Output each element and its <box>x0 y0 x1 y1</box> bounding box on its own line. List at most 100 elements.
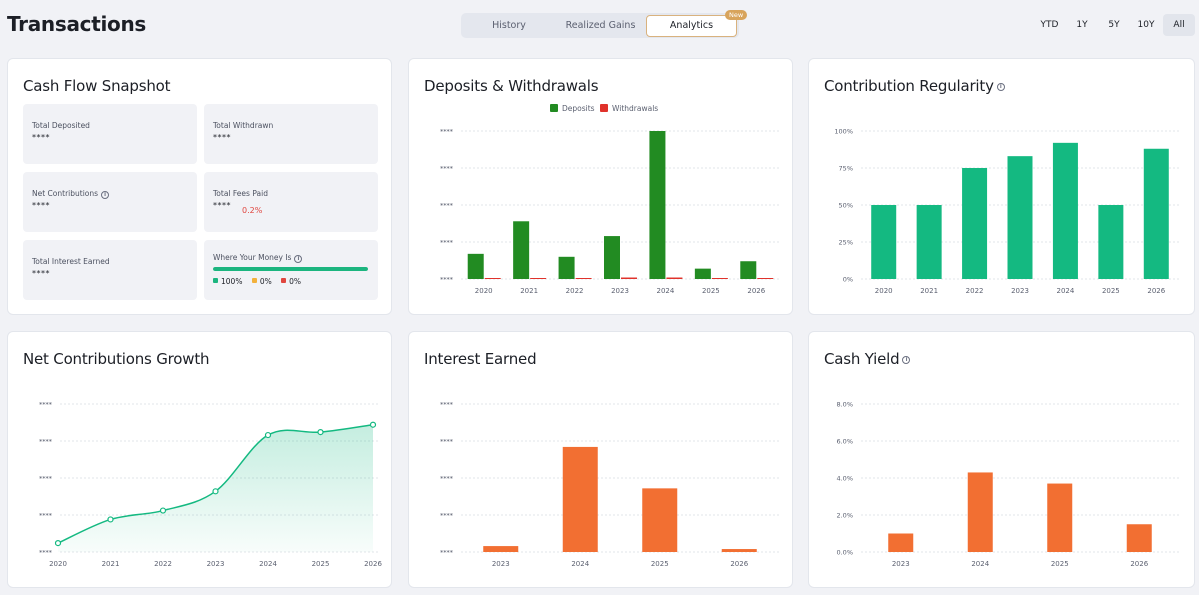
yield-bar <box>1126 524 1152 552</box>
x-tick-label: 2020 <box>475 287 493 295</box>
y-tick-label: 0% <box>843 276 853 284</box>
regularity-bar <box>1143 148 1169 279</box>
yield-bar <box>888 533 914 552</box>
card-title: Contribution Regularity <box>824 77 994 95</box>
cash-yield-card: Cash Yield i 8.0% 6.0% 4.0% 2.0% 0.0% 2023 2024… <box>808 331 1195 588</box>
y-tick-label: **** <box>440 401 454 409</box>
x-tick-label: 2025 <box>651 560 669 568</box>
contribution-regularity-card: Contribution Regularity i 100% 75% 50% 25% 0%… <box>808 58 1195 315</box>
card-title: Interest Earned <box>424 350 537 368</box>
card-title: Net Contributions Growth <box>23 350 210 368</box>
interest-earned-chart: **** **** **** **** **** 2023 2024 2025 2026 <box>440 401 779 568</box>
range-ytd[interactable]: YTD <box>1040 20 1059 30</box>
x-tick-label: 2024 <box>1057 287 1075 295</box>
y-tick-label: **** <box>440 128 454 136</box>
range-all[interactable]: All <box>1163 14 1195 36</box>
net-contributions-growth-chart: **** **** **** **** **** 2020 2021 2022 2023 2024… <box>39 401 382 569</box>
x-tick-label: 2026 <box>730 560 748 568</box>
x-tick-label: 2025 <box>1051 560 1069 568</box>
info-icon[interactable]: i <box>294 255 303 263</box>
range-10y[interactable]: 10Y <box>1137 20 1155 30</box>
deposits-withdrawals-card: Deposits & Withdrawals **** **** **** **** *… <box>408 58 793 315</box>
x-tick-label: 2023 <box>611 287 629 295</box>
x-tick-label: 2023 <box>1011 287 1029 295</box>
interest-bar <box>721 549 757 552</box>
card-title: Cash Flow Snapshot <box>23 77 171 95</box>
legend-label-deposits: Deposits <box>562 104 595 113</box>
y-tick-label: 100% <box>834 128 853 136</box>
legend-swatch-deposits <box>550 104 558 112</box>
legend-value: 0% <box>289 277 302 286</box>
x-tick-label: 2025 <box>1102 287 1120 295</box>
regularity-bar <box>1052 142 1078 279</box>
y-tick-label: **** <box>39 549 53 557</box>
stat-value: **** <box>32 201 50 210</box>
x-tick-label: 2025 <box>312 560 330 568</box>
withdrawal-bar <box>711 278 728 279</box>
withdrawal-bar <box>575 278 592 279</box>
range-selector: YTD 1Y 5Y 10Y All <box>1033 14 1195 36</box>
y-tick-label: 0.0% <box>836 549 853 557</box>
legend-swatch <box>281 278 287 283</box>
x-tick-label: 2023 <box>207 560 225 568</box>
x-tick-label: 2022 <box>154 560 172 568</box>
contribution-regularity-chart: 100% 75% 50% 25% 0% 2020 2021 2022 2023 2024 2025 2… <box>834 128 1179 295</box>
stat-label: Total Fees Paid <box>213 189 268 198</box>
range-5y[interactable]: 5Y <box>1108 20 1120 30</box>
deposit-bar <box>467 253 484 279</box>
growth-area <box>58 424 373 552</box>
stat-label: Total Withdrawn <box>213 121 274 130</box>
y-tick-label: **** <box>440 438 454 446</box>
x-tick-label: 2023 <box>892 560 910 568</box>
y-tick-label: **** <box>39 438 53 446</box>
growth-point <box>317 429 324 436</box>
withdrawal-bar <box>484 278 501 279</box>
y-tick-label: **** <box>440 276 454 284</box>
y-tick-label: 4.0% <box>836 475 853 483</box>
info-icon[interactable]: i <box>996 83 1005 91</box>
new-badge: New <box>725 10 748 20</box>
tab-analytics[interactable]: Analytics <box>646 15 737 37</box>
x-tick-label: 2024 <box>971 560 989 568</box>
withdrawal-bar <box>621 277 637 279</box>
info-icon[interactable]: i <box>101 191 110 199</box>
where-money-stat: Where Your Money Is i 100% 0% 0% <box>204 240 378 300</box>
tab-realized-gains[interactable]: Realized Gains <box>565 20 636 31</box>
info-icon[interactable]: i <box>902 356 911 364</box>
y-tick-label: **** <box>440 549 454 557</box>
legend-swatch <box>251 278 257 283</box>
deposit-bar <box>513 221 530 279</box>
y-tick-label: 6.0% <box>836 438 853 446</box>
tab-history[interactable]: History <box>492 20 526 31</box>
yield-bar <box>967 472 993 552</box>
allocation-legend: 100% 0% 0% <box>213 277 308 286</box>
deposit-bar <box>604 236 620 279</box>
stat-label: Total Deposited <box>32 121 90 130</box>
x-tick-label: 2021 <box>520 287 538 295</box>
withdrawal-bar <box>757 278 774 279</box>
range-1y[interactable]: 1Y <box>1076 20 1088 30</box>
regularity-bar <box>1007 156 1033 279</box>
growth-point <box>369 421 377 428</box>
x-tick-label: 2024 <box>657 287 675 295</box>
total-fees-stat: Total Fees Paid **** 0.2% <box>204 172 378 232</box>
stat-label: Where Your Money Is <box>213 253 292 262</box>
allocation-bar <box>213 267 368 271</box>
total-withdrawn-stat: Total Withdrawn **** <box>204 104 378 164</box>
legend-label-withdrawals: Withdrawals <box>612 104 658 113</box>
deposit-bar <box>649 131 666 279</box>
fee-percent: 0.2% <box>242 206 263 215</box>
interest-bar <box>483 546 519 552</box>
legend-swatch <box>213 278 218 283</box>
legend-swatch-withdrawals <box>600 104 608 112</box>
y-tick-label: **** <box>39 512 53 520</box>
x-tick-label: 2023 <box>492 560 510 568</box>
growth-point <box>159 507 167 514</box>
card-title: Cash Yield <box>824 350 900 368</box>
stat-label: Total Interest Earned <box>32 257 110 266</box>
withdrawal-bar <box>666 277 683 279</box>
interest-bar <box>642 488 678 552</box>
x-tick-label: 2026 <box>747 287 765 295</box>
cash-yield-chart: 8.0% 6.0% 4.0% 2.0% 0.0% 2023 2024 2025 2026 <box>836 401 1179 568</box>
net-contributions-growth-card: Net Contributions Growth **** **** **** ***… <box>7 331 392 588</box>
